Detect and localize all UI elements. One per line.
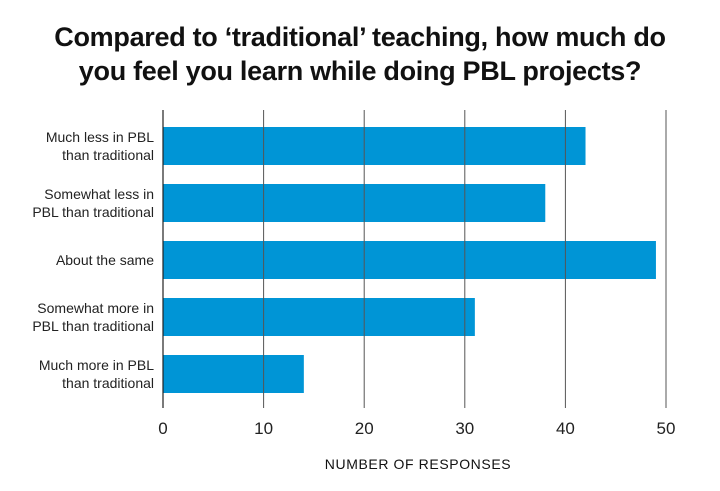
x-tick-label-2: 20 xyxy=(355,419,374,438)
x-tick-label-4: 40 xyxy=(556,419,575,438)
x-axis-title: NUMBER OF RESPONSES xyxy=(324,456,512,472)
chart-title-line-2: you feel you learn while doing PBL proje… xyxy=(78,56,642,86)
x-tick-label-1: 10 xyxy=(254,419,273,438)
category-label-2-line-0: About the same xyxy=(56,252,154,268)
category-label-0-line-1: than traditional xyxy=(62,147,154,163)
category-label-4-line-0: Much more in PBL xyxy=(39,357,154,373)
x-tick-label-0: 0 xyxy=(158,419,167,438)
category-label-1-line-1: PBL than traditional xyxy=(32,204,154,220)
category-label-3-line-0: Somewhat more in xyxy=(37,300,154,316)
category-label-4-line-1: than traditional xyxy=(62,375,154,391)
chart-title: Compared to ‘traditional’ teaching, how … xyxy=(0,20,720,88)
category-label-3-line-1: PBL than traditional xyxy=(32,318,154,334)
category-label-0-line-0: Much less in PBL xyxy=(46,129,154,145)
bar-1 xyxy=(163,184,546,222)
bar-4 xyxy=(163,355,304,393)
bar-3 xyxy=(163,298,475,336)
category-label-1-line-0: Somewhat less in xyxy=(44,186,154,202)
bar-0 xyxy=(163,127,586,165)
chart-title-line-1: Compared to ‘traditional’ teaching, how … xyxy=(54,22,666,52)
x-tick-label-3: 30 xyxy=(455,419,474,438)
x-tick-label-5: 50 xyxy=(657,419,676,438)
bar-2 xyxy=(163,241,656,279)
